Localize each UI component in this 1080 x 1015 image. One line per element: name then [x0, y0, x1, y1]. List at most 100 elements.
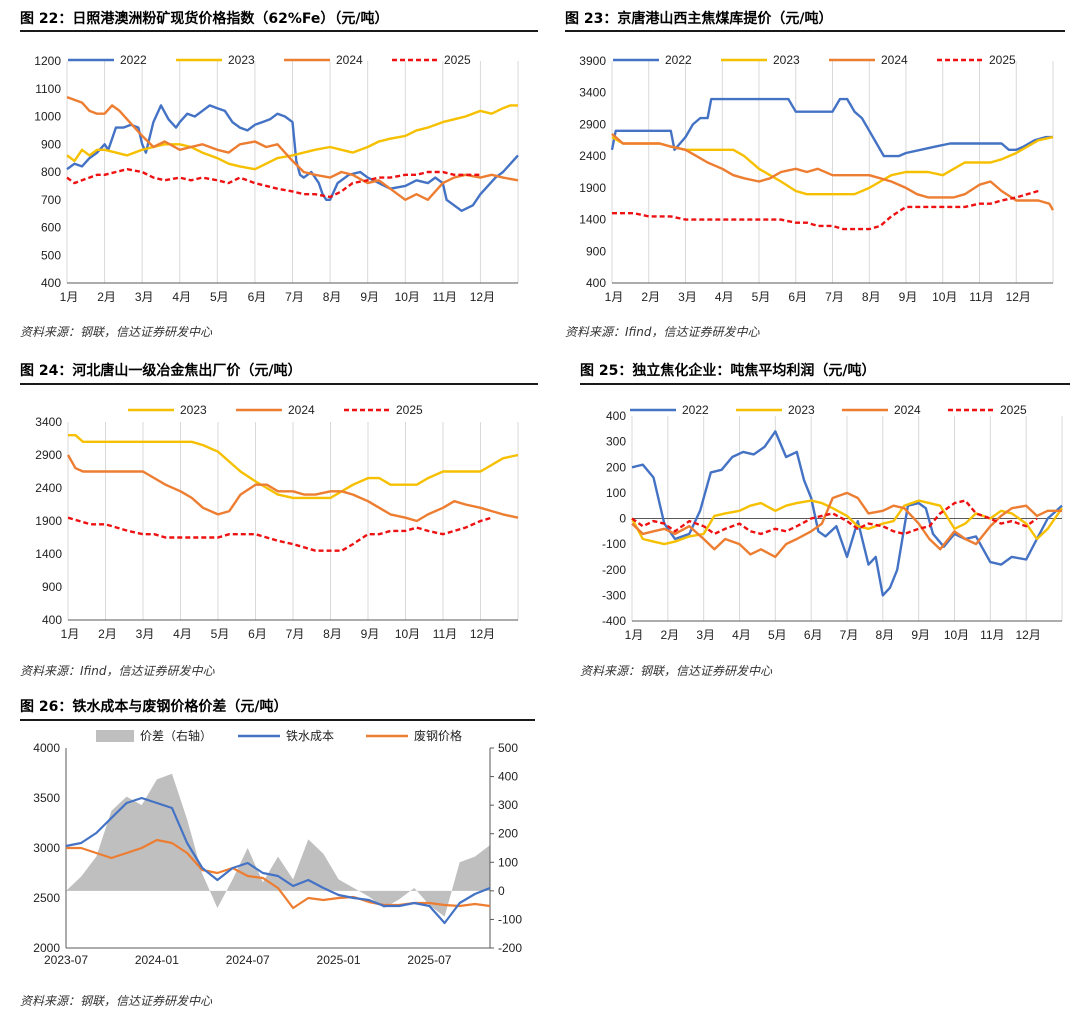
series-line-2024 — [66, 454, 519, 523]
legend-label: 废钢价格 — [414, 728, 462, 743]
series-line-2024 — [66, 95, 519, 202]
x-tick-label: 2月 — [97, 290, 116, 304]
series-line-2025 — [612, 189, 1039, 231]
series-line-2024 — [611, 132, 1055, 211]
x-tick-label: 5月 — [752, 290, 771, 304]
x-tick-label: 1月 — [61, 627, 80, 641]
series-line-2022 — [631, 430, 1063, 597]
x-tick-label: 1月 — [60, 290, 79, 304]
title-rule — [20, 719, 535, 721]
series-line-2023 — [68, 434, 519, 500]
y-tick-label-right: 500 — [498, 741, 518, 755]
legend-label: 2023 — [773, 53, 800, 67]
y-tick-label: 300 — [606, 435, 626, 449]
series-line-2025 — [66, 167, 481, 199]
y-tick-label-right: 400 — [498, 770, 518, 784]
y-tick-label-right: -100 — [498, 912, 522, 926]
y-tick-label: 3400 — [35, 415, 62, 429]
title-rule — [565, 30, 1065, 32]
legend-label: 2025 — [444, 53, 471, 67]
x-tick-label: 5月 — [211, 627, 230, 641]
x-tick-label: 12月 — [1006, 290, 1031, 304]
x-tick-label: 8月 — [323, 627, 342, 641]
series-line-2022 — [66, 104, 519, 213]
panel-fig24: 图 24：河北唐山一级冶金焦出厂价（元/吨） 400 900 1400 1900 240… — [20, 352, 538, 682]
x-tick-label: 10月 — [944, 628, 969, 642]
x-tick-label: 3月 — [696, 628, 715, 642]
x-tick-label: 5月 — [768, 628, 787, 642]
legend-label: 2024 — [894, 403, 921, 417]
y-tick-label: 500 — [41, 248, 61, 262]
chart-fig24: 400 900 1400 1900 2400 2900 3400 1月 2月 3月 4月 5月 6月 7月… — [35, 403, 519, 641]
y-tick-label-right: -200 — [498, 941, 522, 955]
legend-label: 2023 — [788, 403, 815, 417]
y-tick-label: 400 — [41, 276, 61, 290]
x-tick-label: 8月 — [323, 290, 342, 304]
chart-title: 图 22：日照港澳洲粉矿现货价格指数（62%Fe）（元/吨） — [20, 11, 389, 27]
x-tick-label: 6月 — [248, 627, 267, 641]
x-tick-label: 6月 — [788, 290, 807, 304]
y-tick-label: 100 — [606, 486, 626, 500]
x-tick-label: 9月 — [361, 627, 380, 641]
x-tick-label: 7月 — [286, 627, 305, 641]
x-tick-label: 6月 — [248, 290, 267, 304]
series-line-2025 — [67, 516, 493, 552]
legend-label: 2025 — [1000, 403, 1027, 417]
legend-label: 2024 — [336, 53, 363, 67]
series-line-2023 — [630, 499, 1063, 546]
x-tick-label: 3月 — [136, 627, 155, 641]
chart-fig23: 400 900 1400 1900 2400 2900 3400 3900 1月 2月 3月 4月 5月… — [579, 53, 1055, 304]
legend-label: 铁水成本 — [286, 729, 334, 743]
y-tick-label: 3400 — [579, 86, 606, 100]
source-note: 资料来源：Ifind，信达证券研发中心 — [565, 325, 760, 339]
panel-fig26: 图 26：铁水成本与废钢价格价差（元/吨） 2000 2500 3000 3500 40… — [20, 690, 535, 1012]
y-tick-label-right: 100 — [498, 855, 518, 869]
x-tick-label: 7月 — [285, 290, 304, 304]
legend-label: 2025 — [989, 53, 1016, 67]
y-tick-label: -100 — [602, 537, 626, 551]
legend-swatch-spread — [96, 730, 134, 742]
source-note: 资料来源：钢联，信达证券研发中心 — [20, 325, 213, 339]
y-tick-label: 2400 — [579, 149, 606, 163]
spread-area — [66, 773, 490, 917]
title-rule — [580, 383, 1070, 385]
x-tick-label: 7月 — [825, 290, 844, 304]
x-tick-label: 4月 — [173, 627, 192, 641]
series-line-2024 — [631, 491, 1062, 559]
x-tick-label: 11月 — [433, 290, 457, 304]
y-tick-label: 2900 — [579, 117, 606, 131]
chart-title: 图 24：河北唐山一级冶金焦出厂价（元/吨） — [20, 363, 302, 379]
x-tick-label: 2024-01 — [135, 953, 179, 967]
chart-fig22: 400 500 600 700 800 900 1000 1100 1200 1月 2月 3月 4月 5月… — [34, 53, 519, 304]
x-tick-label: 1月 — [605, 290, 624, 304]
y-tick-label: 800 — [41, 165, 61, 179]
x-tick-label: 12月 — [470, 627, 495, 641]
source-note: 资料来源：钢联，信达证券研发中心 — [20, 994, 213, 1008]
x-tick-label: 8月 — [862, 290, 881, 304]
y-tick-label-right: 0 — [498, 884, 505, 898]
y-tick-label-left: 2500 — [33, 891, 60, 905]
x-tick-label: 11月 — [433, 627, 457, 641]
chart-title: 图 25：独立焦化企业：吨焦平均利润（元/吨） — [580, 363, 876, 379]
x-tick-label: 3月 — [135, 290, 154, 304]
legend-label: 2022 — [665, 53, 692, 67]
legend-label: 价差（右轴） — [140, 728, 212, 743]
x-tick-label: 1月 — [625, 628, 644, 642]
x-tick-label: 9月 — [899, 290, 918, 304]
legend-label: 2024 — [881, 53, 908, 67]
x-tick-label: 2月 — [660, 628, 679, 642]
x-tick-label: 4月 — [172, 290, 191, 304]
x-tick-label: 9月 — [911, 628, 930, 642]
y-tick-label-left: 4000 — [33, 741, 60, 755]
y-tick-label: 1200 — [34, 54, 61, 68]
y-tick-label: 2900 — [35, 448, 62, 462]
y-tick-label: 1900 — [35, 514, 62, 528]
title-rule — [20, 383, 538, 385]
panel-fig22: 图 22：日照港澳洲粉矿现货价格指数（62%Fe）（元/吨） 400 500 600… — [20, 0, 538, 345]
series-line-2025 — [631, 499, 1038, 536]
chart-fig26: 2000 2500 3000 3500 4000 -200 -100 0 100 200 300 40… — [33, 728, 522, 967]
legend-label: 2025 — [396, 403, 423, 417]
x-tick-label: 2月 — [641, 290, 660, 304]
chart-title: 图 26：铁水成本与废钢价格价差（元/吨） — [20, 699, 288, 715]
source-note: 资料来源：Ifind，信达证券研发中心 — [20, 664, 215, 678]
